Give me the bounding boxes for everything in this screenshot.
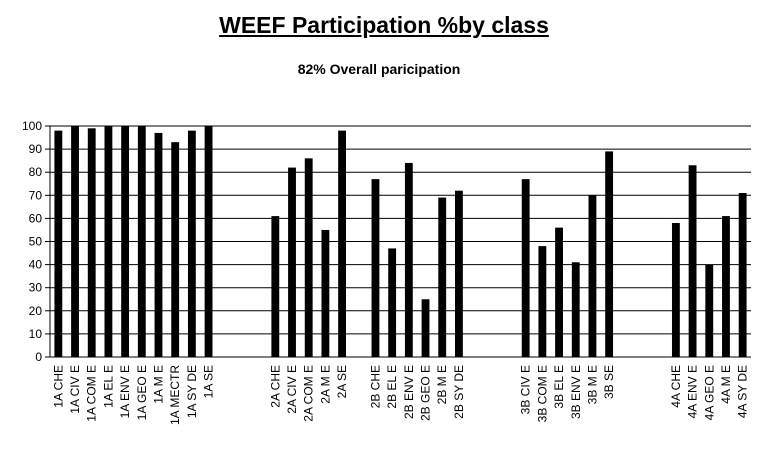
bar: [187, 130, 196, 357]
x-tick-label: 4A CHE: [669, 365, 683, 408]
x-tick-label: 2A M E: [318, 365, 332, 404]
bar: [121, 126, 130, 357]
x-tick-label: 1A CIV E: [68, 365, 82, 414]
x-tick-label: 1A CHE: [51, 365, 65, 408]
bar: [421, 299, 430, 357]
bar: [388, 248, 397, 357]
y-tick-label: 60: [29, 211, 43, 225]
bar: [404, 162, 413, 357]
x-tick-label: 2A CIV E: [285, 365, 299, 414]
bar: [54, 130, 63, 357]
y-tick-label: 50: [29, 235, 43, 249]
y-tick-label: 40: [29, 258, 43, 272]
bar: [304, 158, 313, 357]
x-tick-label: 1A M E: [151, 365, 165, 404]
y-tick-label: 10: [29, 327, 43, 341]
x-tick-label: 3B M E: [585, 365, 599, 404]
x-tick-label: 1A SY DE: [185, 365, 199, 418]
x-axis-category-labels: 1A CHE 1A CIV E 1A COM E 1A EL E 1A ENV E 1A …: [51, 365, 749, 425]
x-tick-label: 4A GEO E: [702, 365, 716, 420]
axes: [45, 125, 751, 358]
y-tick-label: 80: [29, 165, 43, 179]
x-tick-label: 2A CHE: [268, 365, 282, 408]
x-tick-label: 3B SE: [602, 365, 616, 399]
bar: [688, 165, 697, 357]
bar: [271, 216, 280, 357]
y-tick-label: 20: [29, 304, 43, 318]
x-tick-label: 2A SE: [335, 365, 349, 398]
x-tick-label: 2B CHE: [368, 365, 382, 408]
x-tick-label: 3B EL E: [552, 365, 566, 409]
chart-title: WEEF Participation %by class: [219, 12, 549, 38]
x-tick-label: 2B ENV E: [402, 365, 416, 419]
x-tick-label: 1A GEO E: [135, 365, 149, 420]
bar: [154, 132, 163, 357]
bar: [104, 126, 113, 357]
bar: [321, 229, 330, 357]
bar: [137, 126, 146, 357]
x-tick-label: 2A COM E: [302, 365, 316, 422]
bar: [738, 192, 747, 357]
bars: [54, 126, 747, 357]
bar: [338, 130, 347, 357]
bar: [521, 179, 530, 357]
bar: [438, 197, 447, 357]
x-tick-label: 4A ENV E: [686, 365, 700, 418]
x-tick-label: 3B ENV E: [569, 365, 583, 419]
x-tick-label: 2B GEO E: [419, 365, 433, 421]
bar: [371, 179, 380, 357]
x-tick-label: 2B M E: [435, 365, 449, 404]
bar: [671, 223, 680, 357]
bar: [204, 126, 213, 357]
y-tick-label: 90: [29, 142, 43, 156]
bar: [605, 151, 614, 357]
x-tick-label: 2B SY DE: [452, 365, 466, 419]
x-tick-label: 3B COM E: [535, 365, 549, 422]
x-tick-label: 1A ENV E: [118, 365, 132, 418]
bar: [571, 262, 580, 357]
x-tick-label: 1A SE: [202, 365, 216, 398]
bar: [555, 227, 563, 357]
x-tick-label: 4A SY DE: [736, 365, 750, 418]
x-tick-label: 2B EL E: [385, 365, 399, 409]
bar: [71, 126, 79, 357]
bar: [705, 264, 714, 357]
bar: [171, 142, 180, 357]
y-tick-label: 100: [22, 119, 42, 133]
y-tick-label: 30: [29, 281, 43, 295]
y-axis-tick-labels: 0 10 20 30 40 50 60 70 80 90 100: [22, 119, 42, 364]
chart-subtitle: 82% Overall paricipation: [297, 61, 461, 77]
bar: [722, 216, 730, 357]
y-tick-label: 70: [29, 188, 43, 202]
bar: [87, 128, 96, 357]
x-tick-label: 1A MECTR: [168, 365, 182, 425]
x-tick-label: 3B CIV E: [519, 365, 533, 414]
bar: [588, 195, 597, 357]
bar: [538, 246, 547, 357]
x-tick-label: 1A COM E: [85, 365, 99, 422]
bar: [454, 190, 463, 357]
bar: [288, 167, 296, 357]
y-tick-label: 0: [35, 350, 42, 364]
x-tick-label: 1A EL E: [101, 365, 115, 408]
x-tick-label: 4A M E: [719, 365, 733, 404]
